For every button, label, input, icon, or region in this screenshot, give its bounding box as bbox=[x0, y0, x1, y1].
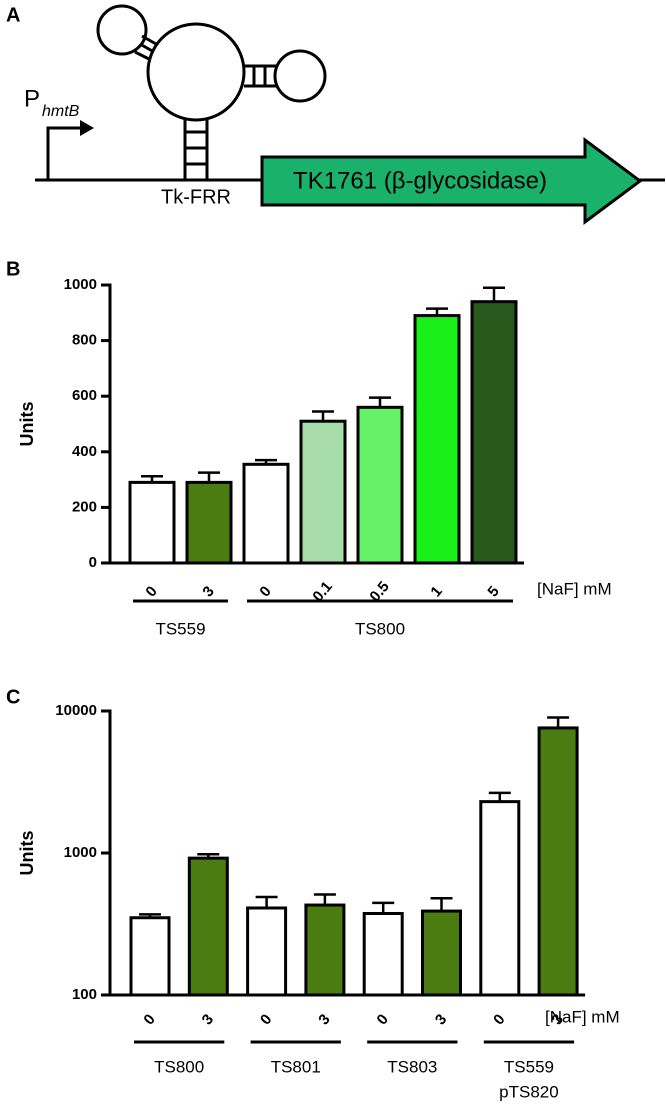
bar bbox=[356, 405, 404, 565]
rung bbox=[141, 34, 157, 46]
bar bbox=[479, 800, 521, 997]
group-label: TS800 bbox=[154, 1057, 204, 1076]
y-tick-label: 600 bbox=[72, 387, 97, 404]
bar bbox=[413, 314, 461, 565]
panel-label: A bbox=[6, 4, 20, 26]
x-tick-label: 3 bbox=[199, 1011, 217, 1028]
bar bbox=[421, 909, 462, 997]
y-axis-label: Units bbox=[17, 402, 37, 447]
loop bbox=[146, 22, 246, 122]
group-label: TS800 bbox=[355, 619, 405, 638]
bar bbox=[470, 300, 518, 565]
y-tick-label: 200 bbox=[72, 498, 97, 515]
x-tick-label: 3 bbox=[432, 1011, 450, 1028]
promoter-label: P bbox=[24, 85, 40, 112]
element-label: Tk-FRR bbox=[161, 186, 231, 208]
bar bbox=[246, 906, 288, 997]
rung bbox=[139, 42, 155, 54]
gene-arrow bbox=[260, 137, 643, 225]
arrow-head bbox=[80, 120, 94, 136]
x-axis-label: [NaF] mM bbox=[537, 579, 612, 598]
group-label: TS803 bbox=[387, 1057, 437, 1076]
bar bbox=[185, 480, 233, 565]
bar bbox=[299, 419, 347, 565]
x-tick-label: 0 bbox=[256, 583, 274, 600]
y-tick-label: 400 bbox=[72, 443, 97, 460]
promoter-arrow bbox=[46, 126, 82, 180]
x-tick-label: 3 bbox=[315, 1011, 333, 1028]
x-tick-label: 0 bbox=[257, 1011, 275, 1028]
bar bbox=[129, 916, 171, 997]
bar bbox=[537, 726, 579, 997]
x-tick-label: 0 bbox=[140, 1011, 158, 1028]
group-label: TS801 bbox=[271, 1057, 321, 1076]
x-tick-label: 0 bbox=[374, 1011, 392, 1028]
x-tick-label: 1 bbox=[427, 583, 445, 600]
y-tick-label: 10000 bbox=[55, 702, 97, 719]
panel-label: B bbox=[6, 258, 20, 280]
group-label: TS559 bbox=[155, 619, 205, 638]
y-tick-label: 1000 bbox=[64, 844, 97, 861]
y-axis-label: Units bbox=[17, 831, 37, 876]
panel-label: C bbox=[6, 686, 20, 708]
y-tick-label: 0 bbox=[89, 554, 97, 571]
x-tick-label: 0 bbox=[142, 583, 160, 600]
loop bbox=[96, 4, 148, 56]
x-tick-label: 0 bbox=[490, 1011, 508, 1028]
x-tick-label: 3 bbox=[199, 583, 217, 600]
bar bbox=[362, 911, 404, 997]
diagram bbox=[35, 4, 665, 225]
bar bbox=[242, 462, 290, 565]
promoter-subscript: hmtB bbox=[42, 103, 80, 120]
bar bbox=[304, 903, 346, 997]
x-tick-label: 5 bbox=[484, 583, 502, 600]
y-tick-label: 1000 bbox=[64, 276, 97, 293]
x-axis-label: [NaF] mM bbox=[545, 1007, 620, 1026]
group-label: TS559 bbox=[504, 1057, 554, 1076]
bar bbox=[128, 480, 176, 565]
loop bbox=[273, 49, 327, 103]
gene-label: TK1761 (β-glycosidase) bbox=[293, 167, 547, 194]
y-tick-label: 100 bbox=[72, 986, 97, 1003]
rung bbox=[134, 50, 152, 62]
group-label: pTS820 bbox=[499, 1082, 559, 1101]
y-tick-label: 800 bbox=[72, 332, 97, 349]
bar bbox=[187, 856, 229, 997]
